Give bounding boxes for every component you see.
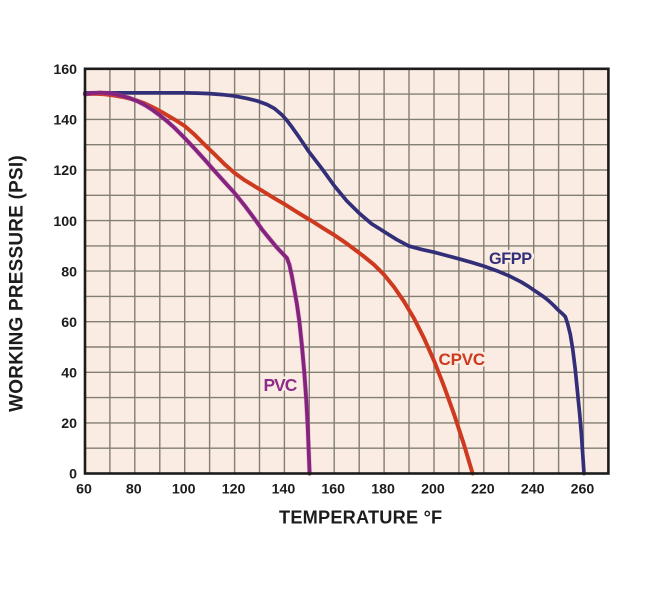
svg-text:60: 60	[61, 315, 77, 331]
svg-text:100: 100	[53, 214, 77, 230]
svg-text:200: 200	[421, 481, 445, 497]
svg-text:60: 60	[76, 481, 92, 497]
svg-text:160: 160	[321, 481, 345, 497]
svg-text:180: 180	[371, 481, 395, 497]
svg-text:220: 220	[471, 481, 495, 497]
svg-text:CPVC: CPVC	[439, 350, 485, 369]
svg-text:TEMPERATURE °F: TEMPERATURE °F	[279, 508, 442, 528]
svg-text:100: 100	[172, 481, 196, 497]
svg-text:140: 140	[53, 113, 77, 129]
svg-text:120: 120	[222, 481, 246, 497]
svg-text:PVC: PVC	[264, 375, 298, 395]
svg-text:240: 240	[521, 481, 545, 497]
svg-text:260: 260	[571, 481, 595, 497]
svg-text:80: 80	[61, 264, 77, 280]
svg-text:WORKING PRESSURE (PSI): WORKING PRESSURE (PSI)	[6, 155, 27, 412]
svg-text:20: 20	[61, 416, 77, 432]
svg-text:40: 40	[61, 366, 77, 382]
svg-text:80: 80	[126, 481, 142, 497]
svg-text:GFPP: GFPP	[489, 250, 532, 268]
svg-text:140: 140	[272, 481, 296, 497]
svg-text:120: 120	[53, 163, 77, 179]
svg-text:160: 160	[53, 62, 77, 78]
svg-text:0: 0	[69, 467, 77, 483]
